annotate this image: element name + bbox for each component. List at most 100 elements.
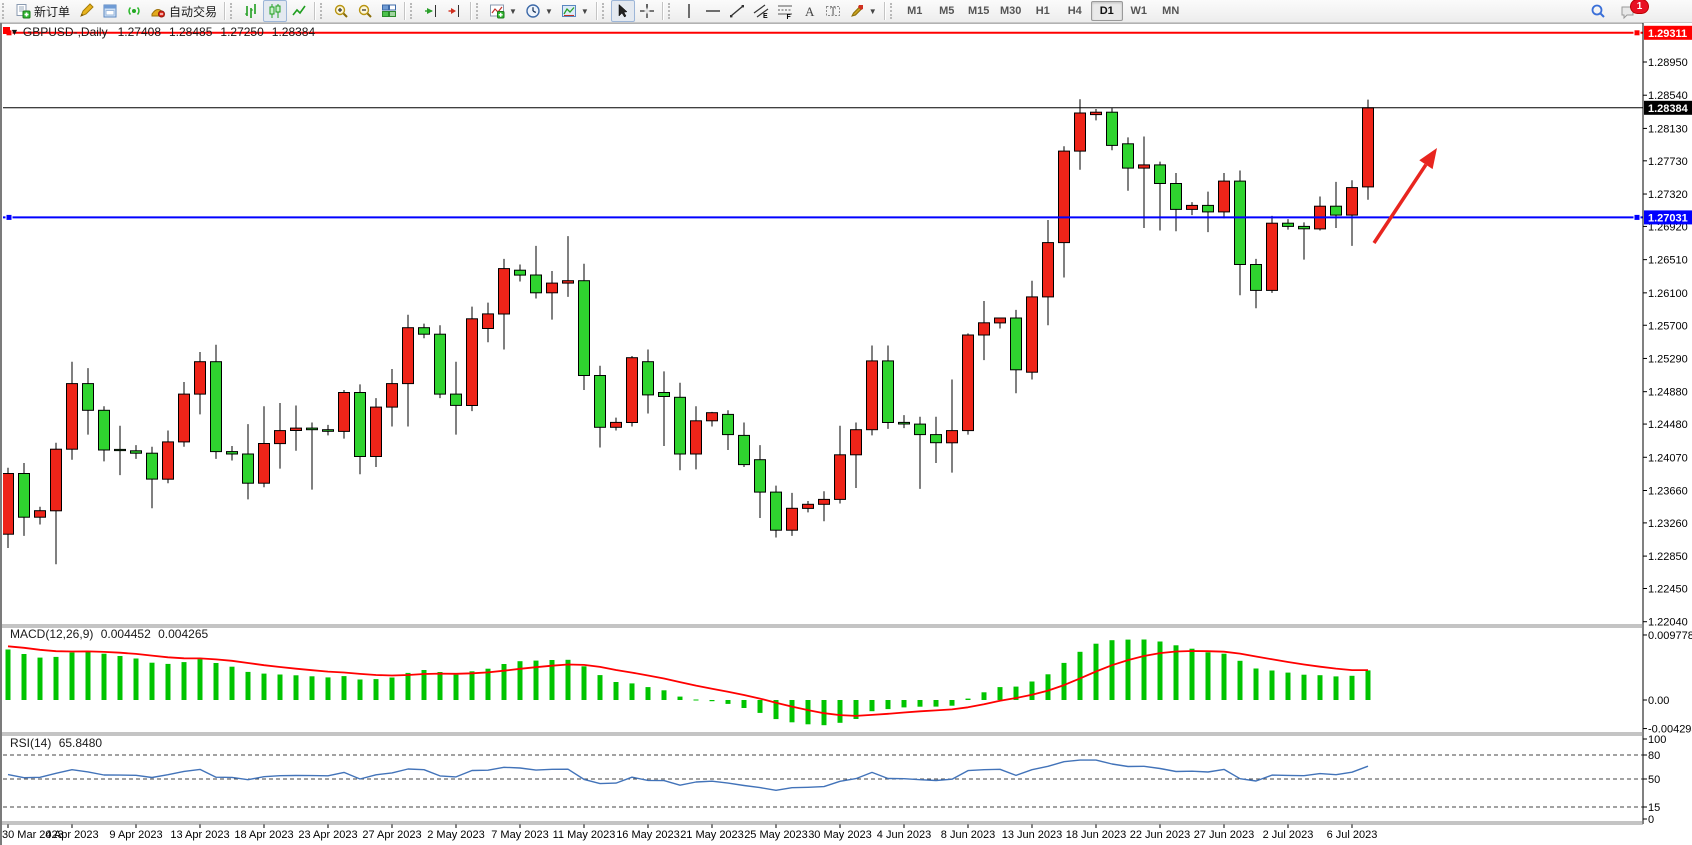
auto-scroll-button[interactable] [419, 0, 443, 22]
resistance-line[interactable]: 1.29311 [3, 25, 1692, 40]
new-order-button[interactable]: 新订单 [11, 0, 74, 22]
dropdown-arrow-icon[interactable]: ▼ [868, 6, 877, 16]
chart-candles-button[interactable] [263, 0, 288, 22]
chat-button[interactable]: 1 [1616, 0, 1649, 22]
macd-bar [517, 661, 523, 700]
line-handle[interactable] [5, 213, 13, 221]
chart-menu-dropdown-icon[interactable]: ▼ [10, 27, 19, 37]
macd-bar [389, 677, 395, 700]
macd-bar [661, 690, 667, 700]
macd-bar [373, 679, 379, 700]
toolbar-grip[interactable] [410, 3, 417, 19]
timeframe-M30-button[interactable]: M30 [1000, 5, 1022, 17]
macd-bar [1301, 674, 1307, 700]
macd-bar [949, 700, 955, 706]
trend-arrow[interactable] [1372, 148, 1437, 244]
macd-bar [453, 674, 459, 700]
timeframe-W1-button[interactable]: W1 [1130, 5, 1147, 17]
toolbar-grip[interactable] [2, 3, 9, 19]
timeframe-M15-button[interactable]: M15 [968, 5, 990, 17]
candle [1250, 264, 1262, 291]
vertical-line-button[interactable] [677, 0, 701, 22]
toolbar-grip[interactable] [601, 3, 609, 19]
candle [978, 322, 990, 336]
tile-windows-button[interactable] [377, 0, 401, 22]
horizontal-line-icon [705, 3, 721, 19]
toolbar-grip[interactable] [320, 3, 327, 19]
macd-bar [1077, 651, 1083, 700]
indicators-button[interactable]: ▼ [485, 0, 521, 22]
macd-bar [85, 651, 91, 700]
macd-bar [213, 663, 219, 700]
macd-bar [837, 700, 843, 723]
macd-bar [261, 673, 267, 700]
line-handle[interactable] [1633, 213, 1641, 221]
autotrading-button[interactable]: 自动交易 [146, 0, 221, 22]
macd-bar [549, 660, 555, 700]
support-line[interactable]: 1.27031 [3, 210, 1692, 225]
candle [274, 430, 286, 445]
candle [1218, 180, 1230, 213]
svg-text:18 Jun 2023: 18 Jun 2023 [1066, 829, 1127, 841]
templates-button[interactable]: ▼ [557, 0, 593, 22]
fibonacci-button[interactable]: F [773, 0, 797, 22]
search-button[interactable] [1586, 0, 1610, 22]
line-handle[interactable] [1633, 29, 1641, 37]
timeframe-M1-button[interactable]: M1 [907, 5, 923, 17]
svg-text:-0.004295: -0.004295 [1648, 724, 1692, 736]
zoom-in-button[interactable] [329, 0, 353, 22]
price-axis[interactable]: 1.28950 1.28540 1.28130 1.27730 1.27320 1.269… [1643, 57, 1688, 629]
main-toolbar: 新订单 自动交易 ▼ ▼ ▼ E F A T ▼ M1 M5 M15 M30 H1 H4 D1 W1 MN 1 [0, 0, 1692, 23]
svg-text:1.26100: 1.26100 [1648, 288, 1688, 300]
candle [450, 393, 462, 406]
fibonacci-icon: F [777, 3, 793, 19]
text-label-button[interactable]: T [821, 0, 845, 22]
svg-text:0: 0 [1648, 814, 1654, 826]
timeframe-MN-button[interactable]: MN [1162, 5, 1180, 17]
macd-bar [117, 656, 123, 700]
timeframe-H1-button[interactable]: H1 [1035, 5, 1050, 17]
toolbar-grip[interactable] [230, 3, 237, 19]
periods-button[interactable]: ▼ [521, 0, 557, 22]
svg-text:27 Apr 2023: 27 Apr 2023 [362, 829, 421, 841]
terminal-window-button[interactable] [98, 0, 122, 22]
notification-badge[interactable]: 1 [1630, 0, 1649, 14]
metaeditor-button[interactable] [74, 0, 98, 22]
red-line-corner-handle[interactable] [3, 27, 10, 34]
equidistant-channel-button[interactable]: E [749, 0, 773, 22]
timeframe-M5-button[interactable]: M5 [939, 5, 955, 17]
signals-button[interactable] [122, 0, 146, 22]
arrows-icon [849, 3, 865, 19]
dropdown-arrow-icon[interactable]: ▼ [580, 6, 589, 16]
horizontal-line-button[interactable] [701, 0, 725, 22]
arrows-button[interactable]: ▼ [845, 0, 881, 22]
toolbar-grip[interactable] [667, 3, 675, 19]
candle [482, 313, 494, 329]
timeframe-H4-button[interactable]: H4 [1067, 5, 1082, 17]
candle [546, 282, 558, 294]
svg-text:100: 100 [1648, 734, 1666, 746]
zoom-out-button[interactable] [353, 0, 377, 22]
macd-bar [613, 682, 619, 700]
chart-line-button[interactable] [287, 0, 311, 22]
macd-bar [805, 700, 811, 725]
toolbar-grip[interactable] [476, 3, 483, 19]
timeframe-D1-button[interactable]: D1 [1090, 1, 1123, 21]
macd-bar [533, 660, 539, 700]
macd-bar [997, 687, 1003, 700]
dropdown-arrow-icon[interactable]: ▼ [544, 6, 553, 16]
toolbar-grip[interactable] [889, 3, 897, 19]
chart-shift-button[interactable] [443, 0, 467, 22]
dropdown-arrow-icon[interactable]: ▼ [509, 6, 517, 16]
text-button[interactable]: A [797, 0, 821, 22]
candle [1346, 187, 1358, 216]
price-tag [1644, 25, 1692, 40]
candle [722, 413, 734, 436]
cursor-button[interactable] [610, 0, 635, 22]
trendline-button[interactable] [725, 0, 749, 22]
crosshair-button[interactable] [635, 0, 659, 22]
chart-bars-button[interactable] [239, 0, 263, 22]
macd-bar [773, 700, 779, 720]
